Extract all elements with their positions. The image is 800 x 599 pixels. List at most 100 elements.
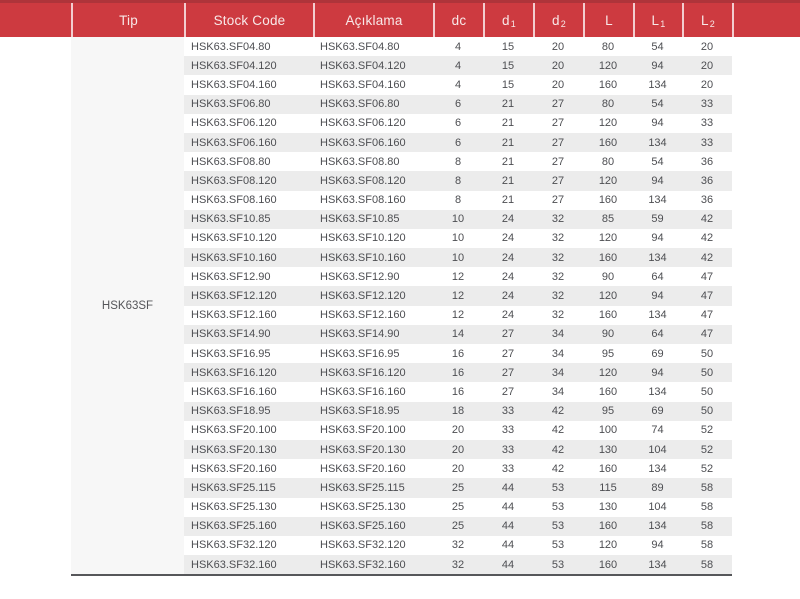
cell-L1: 134 [648,520,667,533]
table-row: HSK63.SF06.160 HSK63.SF06.160 6 21 27 160 134 3… [184,132,732,153]
cell-aciklama: HSK63.SF08.120 [320,174,406,187]
column-header-label: L [605,12,613,28]
cell-stock_code: HSK63.SF06.120 [191,117,277,130]
table-row: HSK63.SF32.160 HSK63.SF32.160 32 44 53 160 134… [184,555,732,575]
table-row: HSK63.SF04.160 HSK63.SF04.160 4 15 20 160 134 2… [184,75,732,95]
table-row: HSK63.SF06.120 HSK63.SF06.120 6 21 27 120 94 33 [184,113,732,133]
cell-d2: 20 [551,78,565,91]
cell-d1: 27 [501,385,515,398]
cell-dc: 10 [451,232,465,245]
cell-stock_code: HSK63.SF06.80 [191,98,271,111]
cell-L: 95 [601,347,615,360]
table-row: HSK63.SF12.90 HSK63.SF12.90 12 24 32 90 64 47 [184,267,732,287]
cell-L: 160 [598,385,618,398]
cell-d1: 21 [501,117,515,130]
cell-d1: 27 [501,347,515,360]
cell-stock_code: HSK63.SF25.130 [191,501,277,514]
cell-L: 80 [601,155,615,168]
cell-d2: 34 [551,385,565,398]
cell-L: 160 [598,520,618,533]
header-spacer-right [732,3,800,37]
cell-L: 160 [598,462,618,475]
cell-d1: 44 [501,558,515,571]
cell-L2: 58 [700,481,714,494]
cell-aciklama: HSK63.SF16.120 [320,366,406,379]
cell-L2: 50 [700,405,714,418]
cell-L2: 42 [700,232,714,245]
cell-aciklama: HSK63.SF25.160 [320,520,406,533]
cell-stock_code: HSK63.SF06.160 [191,136,277,149]
cell-stock_code: HSK63.SF04.80 [191,40,271,53]
cell-L2: 20 [700,78,714,91]
cell-aciklama: HSK63.SF20.100 [320,424,406,437]
cell-L1: 59 [651,213,664,226]
cell-aciklama: HSK63.SF14.90 [320,328,400,341]
column-header-label: L [651,12,660,28]
cell-L2: 36 [700,174,714,187]
cell-d1: 15 [501,78,515,91]
table-row: HSK63.SF04.120 HSK63.SF04.120 4 15 20 120 94 20 [184,56,732,76]
cell-L: 90 [601,270,615,283]
cell-L1: 94 [651,174,664,187]
cell-d1: 24 [501,270,515,283]
cell-stock_code: HSK63.SF12.90 [191,270,271,283]
cell-aciklama: HSK63.SF32.160 [320,558,406,571]
cell-d2: 27 [551,136,565,149]
cell-dc: 25 [451,520,465,533]
cell-d2: 53 [551,539,565,552]
cell-L1: 74 [651,424,664,437]
column-header-label: Açıklama [345,12,403,28]
cell-L2: 20 [700,59,714,72]
cell-d2: 32 [551,309,565,322]
cell-dc: 32 [451,558,465,571]
cell-L2: 52 [700,424,714,437]
cell-L: 120 [598,59,618,72]
cell-d1: 24 [501,213,515,226]
cell-stock_code: HSK63.SF20.130 [191,443,277,456]
table-row: HSK63.SF16.95 HSK63.SF16.95 16 27 34 95 69 50 [184,344,732,364]
cell-aciklama: HSK63.SF20.130 [320,443,406,456]
cell-aciklama: HSK63.SF10.85 [320,213,400,226]
cell-d2: 32 [551,290,565,303]
cell-L1: 94 [651,117,664,130]
column-header-label: Stock Code [213,12,286,28]
table-body: HSK63SF HSK63.SF04.80 HSK63.SF04.80 4 15 20 8… [71,37,732,577]
cell-L: 160 [598,558,618,571]
cell-d1: 24 [501,309,515,322]
cell-L: 120 [598,174,618,187]
cell-stock_code: HSK63.SF12.160 [191,309,277,322]
cell-L: 160 [598,194,618,207]
cell-stock_code: HSK63.SF20.100 [191,424,277,437]
cell-d2: 27 [551,174,565,187]
cell-L1: 134 [648,194,667,207]
cell-dc: 20 [451,424,465,437]
table-row: HSK63.SF10.120 HSK63.SF10.120 10 24 32 120 94 4… [184,228,732,249]
cell-stock_code: HSK63.SF20.160 [191,462,277,475]
cell-d2: 32 [551,251,565,264]
cell-aciklama: HSK63.SF04.120 [320,59,406,72]
cell-L: 90 [601,328,615,341]
cell-d1: 33 [501,462,515,475]
cell-d2: 34 [551,328,565,341]
column-header-dc: dc [433,3,483,37]
cell-L2: 50 [700,366,714,379]
cell-L2: 58 [700,558,714,571]
column-header-label: L [701,12,709,28]
cell-d2: 32 [551,232,565,245]
cell-L2: 47 [700,309,714,322]
table-row: HSK63.SF08.160 HSK63.SF08.160 8 21 27 160 134 3… [184,190,732,210]
cell-L1: 64 [651,328,664,341]
column-header-stock_code: Stock Code [184,3,313,37]
cell-d1: 21 [501,98,515,111]
cell-d2: 42 [551,462,565,475]
cell-L2: 47 [700,328,714,341]
cell-d2: 34 [551,366,565,379]
cell-d2: 53 [551,520,565,533]
table-row: HSK63.SF10.85 HSK63.SF10.85 10 24 32 85 59 42 [184,209,732,229]
column-header-subscript: 1 [510,19,516,29]
cell-aciklama: HSK63.SF08.160 [320,194,406,207]
cell-L: 85 [601,213,615,226]
cell-L: 130 [598,501,618,514]
cell-L2: 33 [700,136,714,149]
